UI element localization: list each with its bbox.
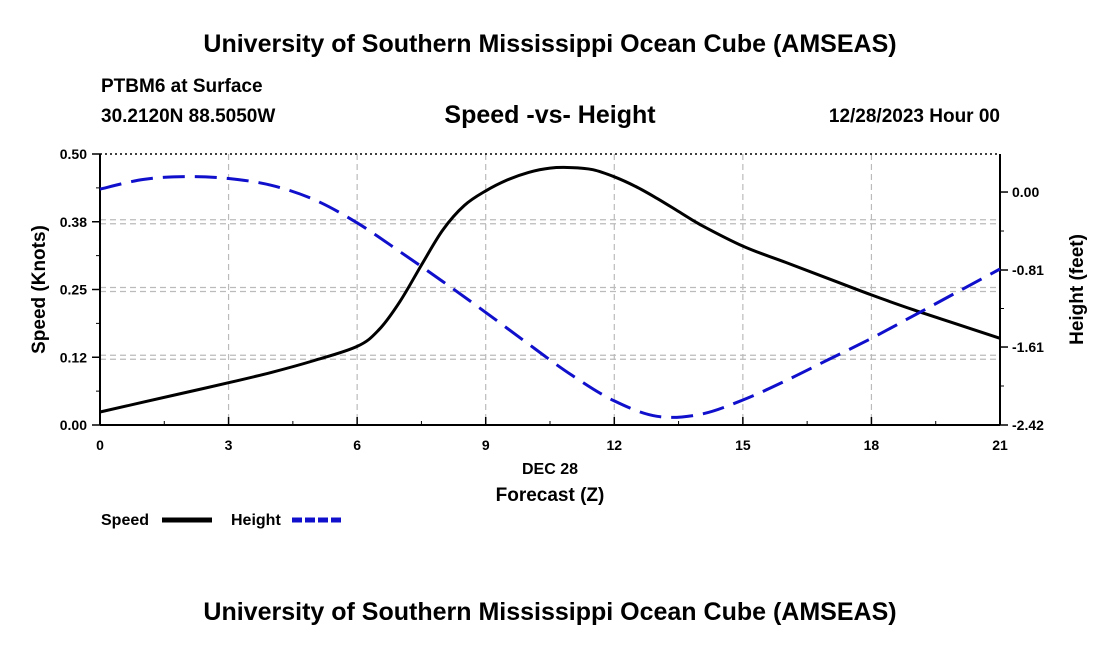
- forecast-datetime: 12/28/2023 Hour 00: [828, 106, 1000, 127]
- x-tick-label: 6: [353, 437, 361, 453]
- legend-label-speed: Speed: [101, 512, 149, 529]
- legend-label-height: Height: [231, 512, 281, 529]
- x-tick-label: 3: [225, 437, 233, 453]
- right-axis-title: Height (feet): [1067, 234, 1088, 345]
- x-tick-label: 21: [992, 437, 1008, 453]
- x-tick-label: 12: [606, 437, 622, 453]
- right-tick-label: -0.81: [1012, 262, 1044, 278]
- chart-subtitle: Speed -vs- Height: [444, 101, 656, 129]
- x-tick-label: 0: [96, 437, 104, 453]
- x-axis-title: Forecast (Z): [496, 485, 605, 506]
- station-name: PTBM6 at Surface: [101, 76, 263, 97]
- chart-title: University of Southern Mississippi Ocean…: [203, 30, 897, 58]
- right-tick-label: -2.42: [1012, 417, 1044, 433]
- x-axis-date-label: DEC 28: [522, 461, 578, 478]
- station-coordinates: 30.2120N 88.5050W: [101, 106, 276, 127]
- left-tick-label: 0.38: [60, 214, 87, 230]
- speed-series-line: [99, 165, 1001, 414]
- x-tick-label: 18: [864, 437, 880, 453]
- height-series-line: [99, 175, 1001, 419]
- x-tick-label: 9: [482, 437, 490, 453]
- right-tick-label: -1.61: [1012, 339, 1044, 355]
- left-tick-label: 0.25: [60, 282, 87, 298]
- left-tick-label: 0.50: [60, 146, 87, 162]
- footer-title: University of Southern Mississippi Ocean…: [203, 598, 897, 626]
- left-tick-label: 0.12: [60, 349, 87, 365]
- x-tick-label: 15: [735, 437, 751, 453]
- left-tick-label: 0.00: [60, 417, 87, 433]
- right-tick-label: 0.00: [1012, 184, 1039, 200]
- left-axis-title: Speed (Knots): [29, 225, 50, 354]
